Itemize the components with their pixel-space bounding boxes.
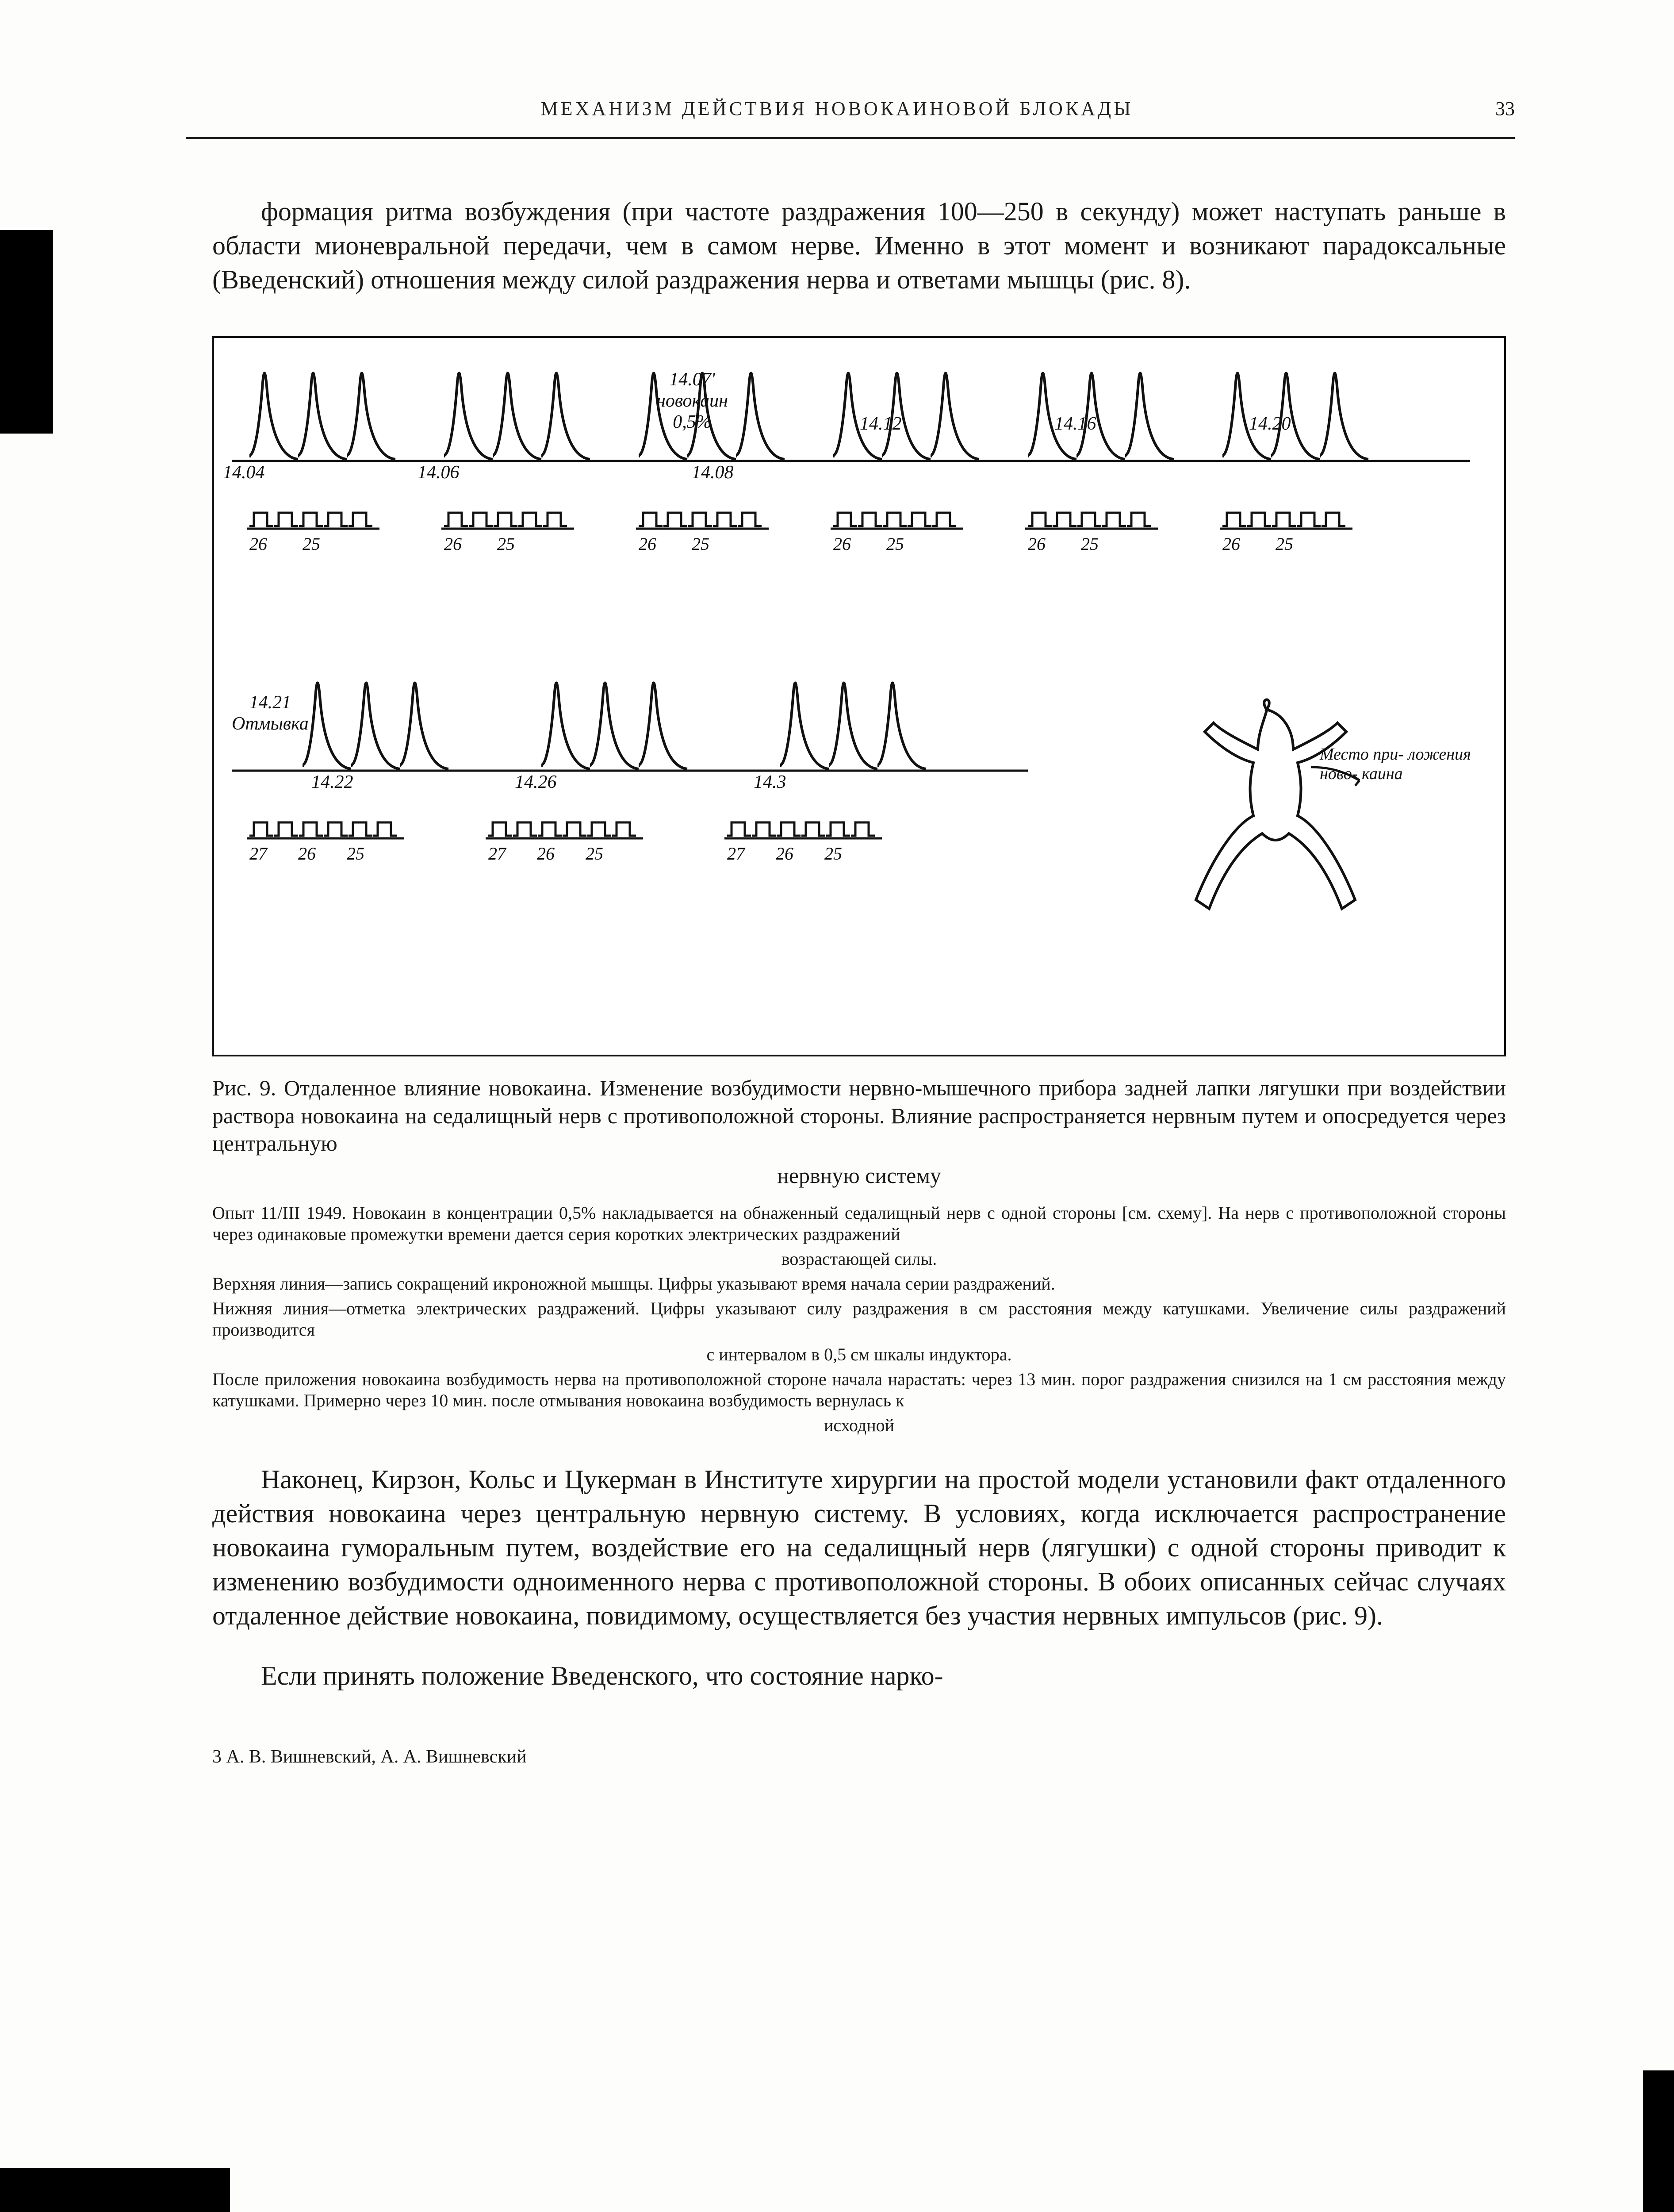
paragraph: Если принять положение Введенского, что …	[212, 1659, 1506, 1693]
stim-baseline	[636, 527, 769, 530]
paragraph: Наконец, Кирзон, Кольс и Цукерман в Инст…	[212, 1463, 1506, 1632]
figure-note: Опыт 11/III 1949. Новокаин в концентраци…	[212, 1202, 1506, 1245]
stim-baseline	[486, 837, 643, 840]
stim-value: 26	[833, 534, 851, 554]
stim-baseline	[1220, 527, 1352, 530]
stim-value: 27	[249, 843, 267, 864]
spike-trace	[639, 674, 696, 776]
header-rule	[186, 137, 1515, 139]
stim-value: 25	[1081, 534, 1099, 554]
baseline	[232, 459, 1470, 463]
stim-value: 26	[1028, 534, 1046, 554]
stim-value: 25	[347, 843, 364, 864]
figure-caption: Рис. 9. Отдаленное влияние новокаина. Из…	[212, 1074, 1506, 1157]
stim-baseline	[1025, 527, 1158, 530]
spike-trace	[877, 674, 935, 776]
trace-annotation: 14.07' новокаин 0,5%	[656, 369, 728, 433]
scan-artifact	[0, 2168, 230, 2212]
spike-trace	[347, 365, 404, 466]
stim-baseline	[247, 527, 379, 530]
frog-annotation: Место при- ложения ново- каина	[1320, 745, 1504, 783]
figure-caption-tail: нервную систему	[212, 1162, 1506, 1190]
figure-note: Верхняя линия—запись сокращений икроножн…	[212, 1273, 1506, 1294]
stim-value: 26	[298, 843, 316, 864]
stim-value: 25	[1276, 534, 1293, 554]
stim-value: 26	[537, 843, 555, 864]
stim-value: 25	[886, 534, 904, 554]
stim-value: 25	[497, 534, 515, 554]
figure-note: Нижняя линия—отметка электрических раздр…	[212, 1298, 1506, 1340]
time-label: 14.3	[754, 772, 786, 793]
figure-note: с интервалом в 0,5 см шкалы индуктора.	[212, 1344, 1506, 1365]
scan-artifact	[1643, 2070, 1674, 2212]
spike-trace	[1125, 365, 1183, 466]
time-label: 14.04	[223, 462, 265, 483]
stim-baseline	[831, 527, 963, 530]
time-label: 14.22	[311, 772, 353, 793]
time-label: 14.06	[418, 462, 460, 483]
sheet-signature: 3 А. В. Вишневский, А. А. Вишневский	[212, 1746, 1506, 1767]
spike-trace	[400, 674, 457, 776]
stim-baseline	[247, 837, 404, 840]
paragraph: формация ритма возбуждения (при частоте …	[212, 195, 1506, 296]
figure-9: 14.04 14.06 14.07' новокаин 0,5% 14.08 14.12…	[212, 336, 1506, 1056]
stim-value: 26	[249, 534, 267, 554]
stim-value: 25	[303, 534, 320, 554]
stim-value: 26	[639, 534, 656, 554]
time-label: 14.26	[515, 772, 557, 793]
caption-text: Рис. 9. Отдаленное влияние новокаина. Из…	[212, 1075, 1506, 1156]
baseline	[232, 769, 1028, 772]
running-head: МЕХАНИЗМ ДЕЙСТВИЯ НОВОКАИНОВОЙ БЛОКАДЫ	[0, 97, 1674, 120]
figure-note: возрастающей силы.	[212, 1248, 1506, 1270]
stim-value: 25	[586, 843, 603, 864]
spike-trace	[541, 365, 599, 466]
stim-value: 26	[1222, 534, 1240, 554]
stim-value: 25	[824, 843, 842, 864]
stim-value: 27	[727, 843, 745, 864]
stim-baseline	[724, 837, 882, 840]
stim-value: 27	[488, 843, 506, 864]
spike-trace	[736, 365, 793, 466]
stim-value: 26	[444, 534, 462, 554]
figure-note: После приложения новокаина возбудимость …	[212, 1369, 1506, 1411]
page-number: 33	[1495, 97, 1515, 120]
time-label: 14.20	[1249, 413, 1291, 434]
stim-value: 25	[692, 534, 709, 554]
spike-trace	[931, 365, 988, 466]
stim-baseline	[441, 527, 574, 530]
figure-note: исходной	[212, 1415, 1506, 1436]
time-label: 14.12	[860, 413, 902, 434]
stim-value: 26	[776, 843, 793, 864]
time-label: 14.16	[1054, 413, 1096, 434]
frog-diagram	[1152, 692, 1382, 940]
trace-annotation: 14.21 Отмывка	[232, 692, 309, 734]
scan-artifact	[0, 230, 53, 434]
spike-trace	[1320, 365, 1377, 466]
time-label: 14.08	[692, 462, 734, 483]
